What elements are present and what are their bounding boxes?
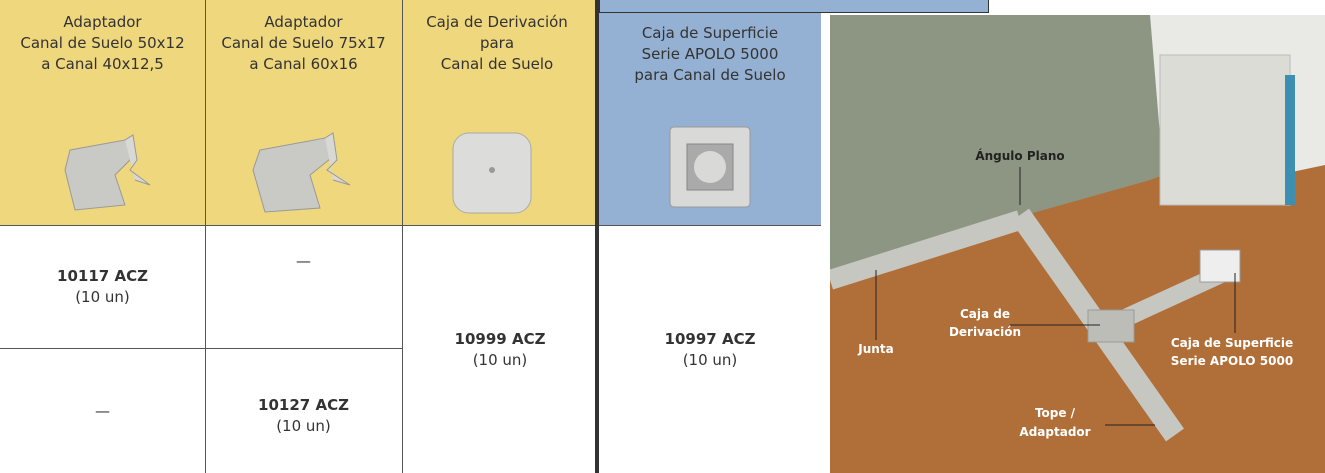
header-line: para [479, 34, 515, 52]
header-line: para Canal de Suelo [634, 66, 786, 84]
product-code: 10997 ACZ [664, 329, 756, 348]
divider [595, 0, 599, 473]
quantity: (10 un) [472, 350, 528, 369]
photo-label: Junta [857, 342, 893, 356]
empty-mark: — [296, 251, 311, 270]
photo-label: Derivación [949, 325, 1021, 339]
header-line: Adaptador [63, 13, 142, 31]
quantity: (10 un) [682, 350, 738, 369]
grid-line [402, 0, 403, 473]
table-cell: 10997 ACZ (10 un) [599, 226, 821, 473]
header-cell: Caja de Derivación para Canal de Suelo [402, 0, 592, 75]
product-code: 10127 ACZ [258, 396, 349, 414]
header-line: Caja de Superficie [641, 24, 779, 42]
top-bar [599, 0, 989, 13]
header-line: a Canal 60x16 [249, 55, 358, 73]
header-line: Caja de Derivación [426, 13, 568, 31]
product-icon [64, 134, 151, 211]
empty-mark: — [95, 401, 110, 420]
product-code: 10999 ACZ [454, 329, 546, 348]
header-line: Adaptador [264, 13, 343, 31]
photo-label: Caja de [960, 307, 1010, 321]
table-cell: 10999 ACZ (10 un) [402, 226, 598, 473]
header-line: a Canal 40x12,5 [41, 55, 164, 73]
header-line: Canal de Suelo [440, 55, 554, 73]
header-line: Canal de Suelo 50x12 [20, 34, 185, 52]
table-cell: 10127 ACZ (10 un) [205, 349, 402, 473]
header-line: Serie APOLO 5000 [641, 45, 779, 63]
product-code: 10117 ACZ [57, 267, 148, 285]
photo-label: Serie APOLO 5000 [1171, 354, 1293, 368]
header-cell: Caja de Superficie Serie APOLO 5000 para… [599, 13, 821, 86]
product-icon [252, 132, 351, 213]
photo: Ángulo Plano Caja de Derivación Junta Ca… [830, 15, 1325, 473]
header-line: Canal de Suelo 75x17 [221, 34, 386, 52]
grid-line [0, 225, 598, 226]
product-icon [452, 132, 532, 214]
photo-label: Ángulo Plano [975, 148, 1064, 163]
photo-label: Adaptador [1019, 425, 1090, 439]
header-cell: Adaptador Canal de Suelo 50x12 a Canal 4… [0, 0, 205, 75]
table-cell: — [205, 226, 402, 296]
table-cell: 10117 ACZ (10 un) [0, 226, 205, 348]
grid-line [599, 225, 821, 226]
header-cell: Adaptador Canal de Suelo 75x17 a Canal 6… [205, 0, 402, 75]
quantity: (10 un) [276, 417, 331, 435]
table-cell: — [0, 349, 205, 473]
quantity: (10 un) [75, 288, 130, 306]
grid-line [0, 348, 402, 349]
photo-label: Tope / [1035, 406, 1076, 420]
grid-line [205, 0, 206, 473]
photo-label: Caja de Superficie [1171, 336, 1293, 350]
product-icon [669, 126, 751, 208]
